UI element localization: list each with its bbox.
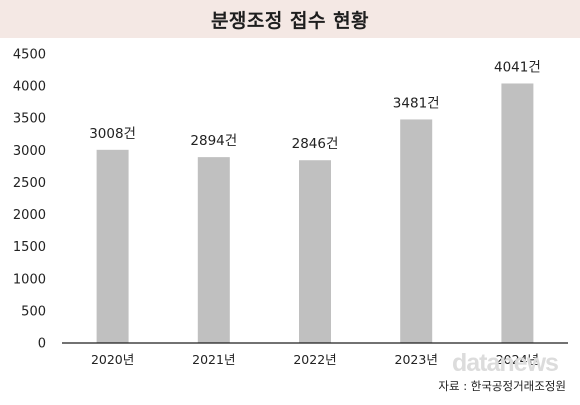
y-tick-label: 3000 [13,144,46,159]
y-tick-label: 3500 [13,112,46,127]
data-label: 3008건 [89,126,136,142]
data-labels: 3008건 2894건 2846건 3481건 4041건 [89,59,541,152]
y-tick-label: 2000 [13,208,46,223]
y-tick-label: 4500 [13,48,46,63]
y-tick-label: 0 [38,337,46,352]
bar [501,83,534,343]
bar [299,160,331,343]
data-label: 2894건 [190,133,237,149]
data-label: 3481건 [393,95,440,111]
y-tick-label: 4000 [13,80,46,95]
data-label: 2846건 [292,136,339,152]
y-tick-label: 1000 [13,272,46,287]
x-tick-label: 2023년 [395,352,438,367]
y-axis-ticks: 0 500 1000 1500 2000 2500 3000 3500 4000 4500 [13,48,46,352]
watermark-logo: datanews [452,349,559,377]
x-tick-label: 2024년 [496,352,539,367]
chart-title: 분쟁조정 접수 현황 [210,9,370,32]
bars [96,83,534,343]
y-tick-label: 2500 [13,176,46,191]
y-tick-label: 500 [21,304,46,319]
x-tick-label: 2022년 [293,352,336,367]
data-label: 4041건 [494,59,541,75]
bar [400,119,433,343]
y-tick-label: 1500 [13,240,46,255]
title-banner: 분쟁조정 접수 현황 [0,0,580,38]
source-note: 자료 : 한국공정거래조정원 [438,379,566,393]
x-axis-ticks: 2020년 2021년 2022년 2023년 2024년 [91,352,539,367]
x-tick-label: 2020년 [91,352,134,367]
bar [96,149,129,343]
x-tick-label: 2021년 [192,352,235,367]
bar [197,157,230,343]
